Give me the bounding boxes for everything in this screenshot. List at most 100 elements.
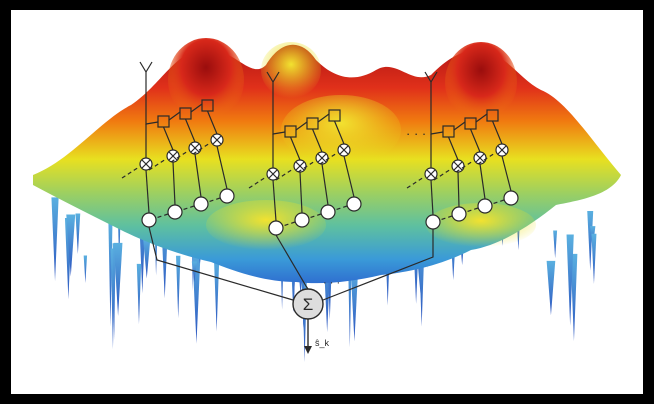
surface-spike xyxy=(83,255,88,283)
surface-spike xyxy=(587,210,594,271)
antenna-arm xyxy=(272,71,280,83)
tap-line xyxy=(190,103,203,113)
tap-to-multiplier xyxy=(162,126,174,151)
weight-line xyxy=(455,160,474,173)
multiplier-to-adder xyxy=(194,153,202,198)
adder-node xyxy=(294,212,310,228)
adder-node xyxy=(503,190,519,206)
adder-node xyxy=(141,212,157,228)
multiplier-to-adder xyxy=(145,169,150,214)
adder-node xyxy=(425,214,441,230)
tap-to-multiplier xyxy=(469,128,481,153)
output-label: ŝ_k xyxy=(315,338,330,348)
multiplier-to-adder xyxy=(343,155,355,198)
surface-peak-right xyxy=(445,42,517,122)
multiplier-cross xyxy=(268,169,278,179)
multiplier-to-adder xyxy=(216,145,228,190)
multiplier-to-adder xyxy=(272,179,277,222)
surface-spike xyxy=(75,213,81,255)
adder-node xyxy=(477,198,493,214)
weight-line xyxy=(192,142,211,155)
multiplier-cross xyxy=(190,143,200,153)
surface-spike xyxy=(108,220,113,327)
surface-spike xyxy=(191,261,197,283)
figure-panel: · · · · · · Σ ŝ_k xyxy=(11,10,643,394)
weight-line xyxy=(406,176,425,189)
multiplier-cross xyxy=(339,145,349,155)
tap-to-multiplier xyxy=(447,136,459,161)
adder-node xyxy=(219,188,235,204)
surface-hill-front xyxy=(206,200,326,250)
multiplier-cross xyxy=(426,169,436,179)
adder-chain xyxy=(207,197,221,203)
multiplier-cross xyxy=(212,135,222,145)
weight-line xyxy=(477,152,496,165)
adder-chain xyxy=(282,221,296,227)
weight-line xyxy=(148,158,167,171)
combiner-symbol: Σ xyxy=(303,295,314,314)
surface-spike xyxy=(51,197,59,281)
multiplier-cross xyxy=(475,153,485,163)
tap-to-multiplier xyxy=(491,120,503,145)
multiplier-cross xyxy=(453,161,463,171)
surface-hill-mid xyxy=(281,95,401,165)
tap-line xyxy=(317,113,330,123)
beamformer-diagram xyxy=(121,61,519,301)
adder-chain xyxy=(181,205,195,211)
surface-spike xyxy=(570,253,578,342)
adder-node xyxy=(193,196,209,212)
weight-line xyxy=(297,160,316,173)
antenna-arm xyxy=(266,71,274,83)
multiplier-cross xyxy=(317,153,327,163)
multiplier-cross xyxy=(295,161,305,171)
adder-node xyxy=(346,196,362,212)
surface-spike xyxy=(66,214,76,277)
antenna-arm xyxy=(145,61,153,73)
continuation-mark-bottom: · · · xyxy=(323,277,340,289)
antenna-arm xyxy=(424,71,432,83)
weight-line xyxy=(319,152,338,165)
surface-spike xyxy=(566,234,574,326)
surface-spike xyxy=(350,264,359,342)
multiplier-to-adder xyxy=(321,163,329,206)
surface-spike xyxy=(143,237,151,279)
surface-spike xyxy=(546,260,556,316)
weight-line xyxy=(248,176,267,189)
multiplier-cross xyxy=(497,145,507,155)
adder-chain xyxy=(439,215,453,221)
branch-to-combiner xyxy=(322,229,434,301)
multiplier-to-adder xyxy=(479,163,486,200)
multiplier-to-adder xyxy=(299,171,303,214)
tap-line xyxy=(295,121,308,131)
output-arrowhead xyxy=(304,346,312,354)
adder-chain xyxy=(155,213,169,219)
surface-spike xyxy=(213,257,220,332)
surface-spike xyxy=(136,263,142,324)
weight-line xyxy=(433,168,452,181)
tap-line xyxy=(475,113,488,123)
tap-to-multiplier xyxy=(333,120,345,145)
weight-line xyxy=(170,150,189,163)
adder-chain xyxy=(491,199,505,205)
surface-spike xyxy=(192,246,201,344)
beamforming-over-surface-figure: · · · · · · Σ ŝ_k xyxy=(33,38,621,363)
surface-spike xyxy=(591,233,597,284)
adder-chain xyxy=(308,213,322,219)
multiplier-to-adder xyxy=(457,171,460,208)
adder-node xyxy=(268,220,284,236)
tap-to-multiplier xyxy=(184,118,196,143)
surface-spike xyxy=(176,255,181,319)
multiplier-to-adder xyxy=(430,179,434,216)
antenna-arm xyxy=(430,71,438,83)
multiplier-to-adder xyxy=(501,155,512,192)
weight-line xyxy=(121,166,140,179)
surface-spike xyxy=(553,230,558,259)
tap-line xyxy=(453,121,466,131)
tap-to-multiplier xyxy=(311,128,323,153)
adder-node xyxy=(320,204,336,220)
branch-to-combiner xyxy=(275,234,309,290)
tap-to-multiplier xyxy=(289,136,301,161)
tap-to-multiplier xyxy=(206,110,218,135)
multiplier-to-adder xyxy=(172,161,176,206)
